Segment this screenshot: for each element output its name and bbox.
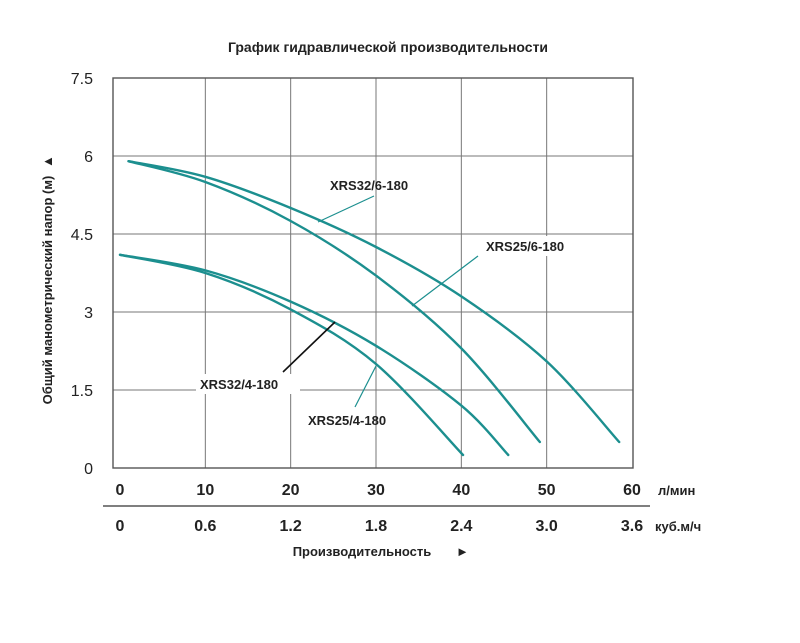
x2-tick-label: 0 [116, 518, 125, 535]
tick-labels: 0 1.5 3 4.5 6 7.5 0 10 20 30 40 50 60 0 0.6 1.2 1.8 2.4 3.… [71, 71, 643, 535]
leader-xrs25-4-180 [354, 365, 377, 408]
y-axis-title: Общий манометрический напор (м) ▲ [40, 155, 55, 404]
x-axis-arrow-icon: ► [456, 544, 469, 559]
curve-labels: XRS32/6-180 XRS25/6-180 XRS32/4-180 XRS25/4… [196, 178, 582, 428]
y-tick-label: 3 [84, 305, 93, 322]
curve-xrs25-4-180 [118, 253, 465, 457]
y-axis-label: Общий манометрический напор (м) [40, 176, 55, 405]
x2-tick-label: 1.8 [365, 518, 387, 535]
y-tick-label: 6 [84, 149, 93, 166]
leader-xrs32-4-180 [282, 321, 336, 373]
y-tick-label: 0 [84, 461, 93, 478]
plot-frame [112, 77, 634, 469]
x2-tick-label: 0.6 [194, 518, 216, 535]
x-tick-label: 40 [452, 482, 470, 499]
x-tick-label: 30 [367, 482, 385, 499]
curves [118, 160, 621, 457]
x-unit-m3h: куб.м/ч [655, 519, 701, 534]
chart-title: График гидравлической производительности [228, 39, 548, 55]
x-unit-lmin: л/мин [658, 483, 695, 498]
x-tick-label: 20 [282, 482, 300, 499]
x-tick-label: 0 [116, 482, 125, 499]
label-xrs32-6-180: XRS32/6-180 [330, 178, 408, 193]
x2-tick-label: 3.0 [536, 518, 558, 535]
leader-xrs32-6-180 [317, 195, 375, 223]
x2-tick-label: 3.6 [621, 518, 643, 535]
x-axis-label: Производительность [293, 544, 432, 559]
x-tick-label: 10 [196, 482, 214, 499]
curve-xrs32-4-180 [118, 253, 510, 457]
label-bg-xrs32-4-180 [196, 374, 300, 394]
label-xrs25-6-180: XRS25/6-180 [486, 239, 564, 254]
curve-xrs25-6-180 [127, 160, 542, 444]
x-axis-title: Производительность ► [293, 544, 469, 559]
x-tick-label: 60 [623, 482, 641, 499]
leader-xrs25-6-180 [411, 255, 479, 307]
label-xrs25-4-180: XRS25/4-180 [308, 413, 386, 428]
y-tick-label: 7.5 [71, 71, 93, 88]
label-xrs32-4-180: XRS32/4-180 [200, 377, 278, 392]
curve-xrs32-6-180 [127, 160, 621, 444]
y-tick-label: 4.5 [71, 227, 93, 244]
x-tick-label: 50 [538, 482, 556, 499]
x2-tick-label: 1.2 [280, 518, 302, 535]
label-bg-xrs25-6-180 [482, 236, 582, 256]
y-tick-label: 1.5 [71, 383, 93, 400]
y-axis-arrow-icon: ▲ [40, 155, 55, 168]
x2-tick-label: 2.4 [450, 518, 472, 535]
